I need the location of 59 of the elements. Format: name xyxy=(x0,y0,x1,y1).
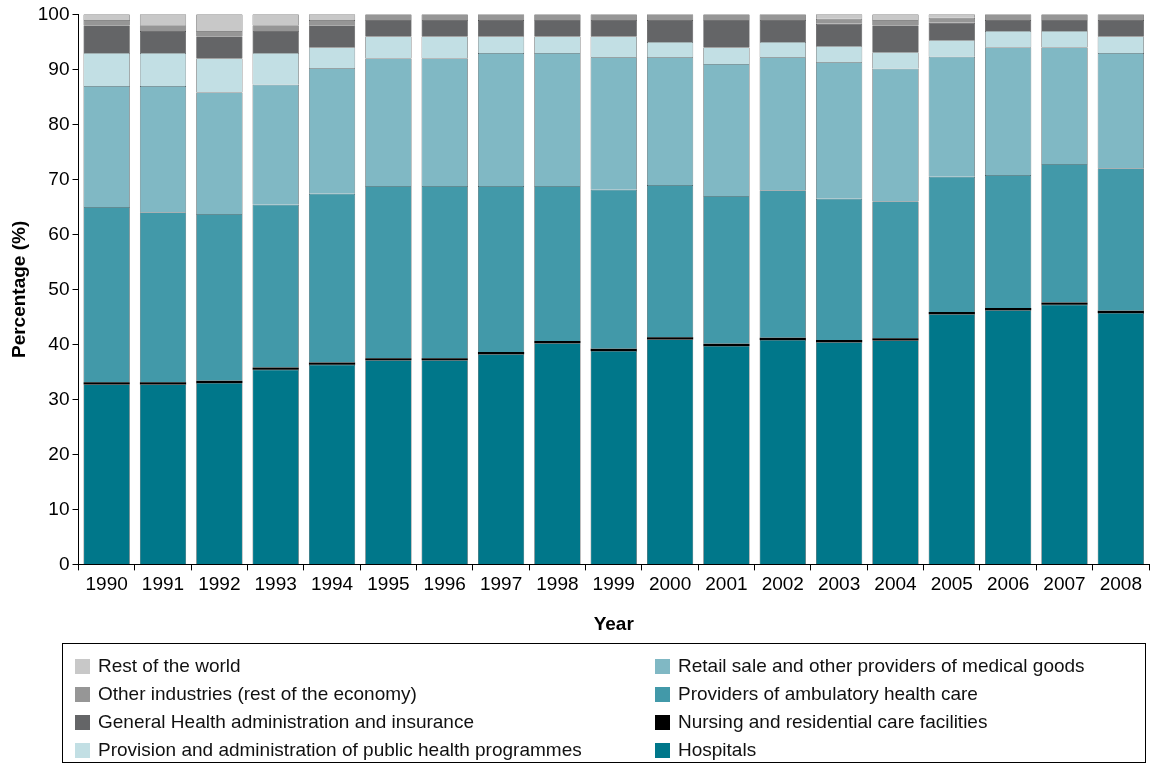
legend-label: Providers of ambulatory health care xyxy=(678,683,978,705)
y-tick-label: 20 xyxy=(48,442,70,464)
bar xyxy=(1097,310,1144,314)
bar xyxy=(196,380,243,383)
legend-label: Other industries (rest of the economy) xyxy=(98,683,417,705)
bar xyxy=(421,358,468,361)
x-tick-label: 1997 xyxy=(479,573,523,595)
y-tick-label: 50 xyxy=(48,277,70,299)
bar xyxy=(83,382,130,385)
y-tick-label: 60 xyxy=(48,222,70,244)
bar xyxy=(139,382,187,385)
y-tick-label: 90 xyxy=(48,57,70,79)
x-tick-label: 1994 xyxy=(310,573,354,595)
bar xyxy=(252,367,299,370)
x-tick-label: 2000 xyxy=(648,573,692,595)
y-tick-label: 10 xyxy=(48,497,70,519)
legend-label: Retail sale and other providers of medical goods xyxy=(678,655,1085,677)
bar xyxy=(985,308,1032,311)
bar xyxy=(816,340,863,343)
legend-label: Provision and administration of public health programmes xyxy=(98,739,582,761)
y-tick-label: 70 xyxy=(48,167,70,189)
y-tick-label: 80 xyxy=(48,112,70,134)
y-tick-label: 30 xyxy=(48,387,70,409)
x-tick-label: 2007 xyxy=(1043,573,1086,595)
bar xyxy=(477,352,525,355)
x-tick-label: 1998 xyxy=(536,573,579,595)
x-tick-label: 1992 xyxy=(198,573,241,595)
bar xyxy=(928,311,975,315)
x-tick-label: 1999 xyxy=(592,573,635,595)
bar xyxy=(646,337,694,340)
bar xyxy=(759,337,806,340)
bar xyxy=(1041,302,1088,305)
x-tick-label: 2002 xyxy=(761,573,804,595)
x-tick-label: 2001 xyxy=(705,573,748,595)
x-axis-title: Year xyxy=(593,612,635,634)
y-axis-title: Percentage (%) xyxy=(7,220,29,359)
bar xyxy=(365,358,412,361)
legend-label: General Health administration and insurance xyxy=(98,711,474,733)
x-tick-label: 2005 xyxy=(930,573,973,595)
legend-label: Hospitals xyxy=(678,739,757,761)
y-tick-label: 100 xyxy=(37,2,70,24)
bar xyxy=(703,343,750,347)
x-tick-label: 2008 xyxy=(1099,573,1142,595)
x-tick-label: 2003 xyxy=(817,573,861,595)
bar xyxy=(534,341,581,344)
y-tick-label: 0 xyxy=(58,552,70,574)
x-tick-label: 1996 xyxy=(423,573,466,595)
x-tick-label: 1995 xyxy=(367,573,410,595)
x-tick-label: 2004 xyxy=(874,573,918,595)
bar xyxy=(308,362,356,365)
legend-label: Rest of the world xyxy=(98,655,241,677)
x-tick-label: 1993 xyxy=(254,573,297,595)
bar xyxy=(590,348,637,351)
bar xyxy=(872,338,919,341)
x-tick-label: 1991 xyxy=(141,573,185,595)
y-tick-label: 40 xyxy=(48,332,70,354)
x-tick-label: 1990 xyxy=(85,573,128,595)
x-tick-label: 2006 xyxy=(987,573,1030,595)
legend-label: Nursing and residential care facilities xyxy=(678,711,988,733)
